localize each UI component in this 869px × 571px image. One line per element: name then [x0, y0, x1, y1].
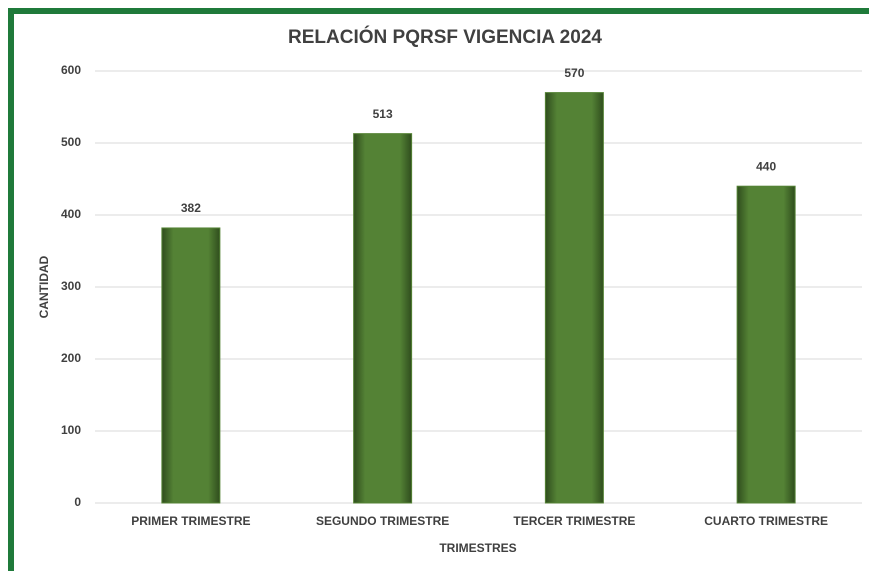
y-tick-label: 100 [61, 423, 81, 437]
data-label: 570 [564, 66, 584, 80]
y-tick-label: 200 [61, 351, 81, 365]
y-tick-label: 400 [61, 207, 81, 221]
x-tick-label: CUARTO TRIMESTRE [704, 514, 828, 528]
data-label: 513 [373, 107, 393, 121]
y-tick-label: 500 [61, 135, 81, 149]
x-tick-label: TERCER TRIMESTRE [513, 514, 635, 528]
bar [353, 133, 413, 504]
y-tick-label: 300 [61, 279, 81, 293]
data-label: 440 [756, 159, 776, 173]
x-tick-label: SEGUNDO TRIMESTRE [316, 514, 449, 528]
bar [736, 185, 796, 504]
x-tick-label: PRIMER TRIMESTRE [131, 514, 250, 528]
data-label: 382 [181, 201, 201, 215]
chart-title: RELACIÓN PQRSF VIGENCIA 2024 [288, 26, 602, 48]
y-tick-label: 0 [74, 495, 81, 509]
bar [544, 92, 604, 504]
top-border [8, 8, 869, 14]
left-border [8, 8, 14, 571]
bar [161, 227, 221, 504]
y-tick-label: 600 [61, 63, 81, 77]
x-axis-title: TRIMESTRES [439, 541, 516, 555]
y-axis-title: CANTIDAD [37, 255, 51, 318]
